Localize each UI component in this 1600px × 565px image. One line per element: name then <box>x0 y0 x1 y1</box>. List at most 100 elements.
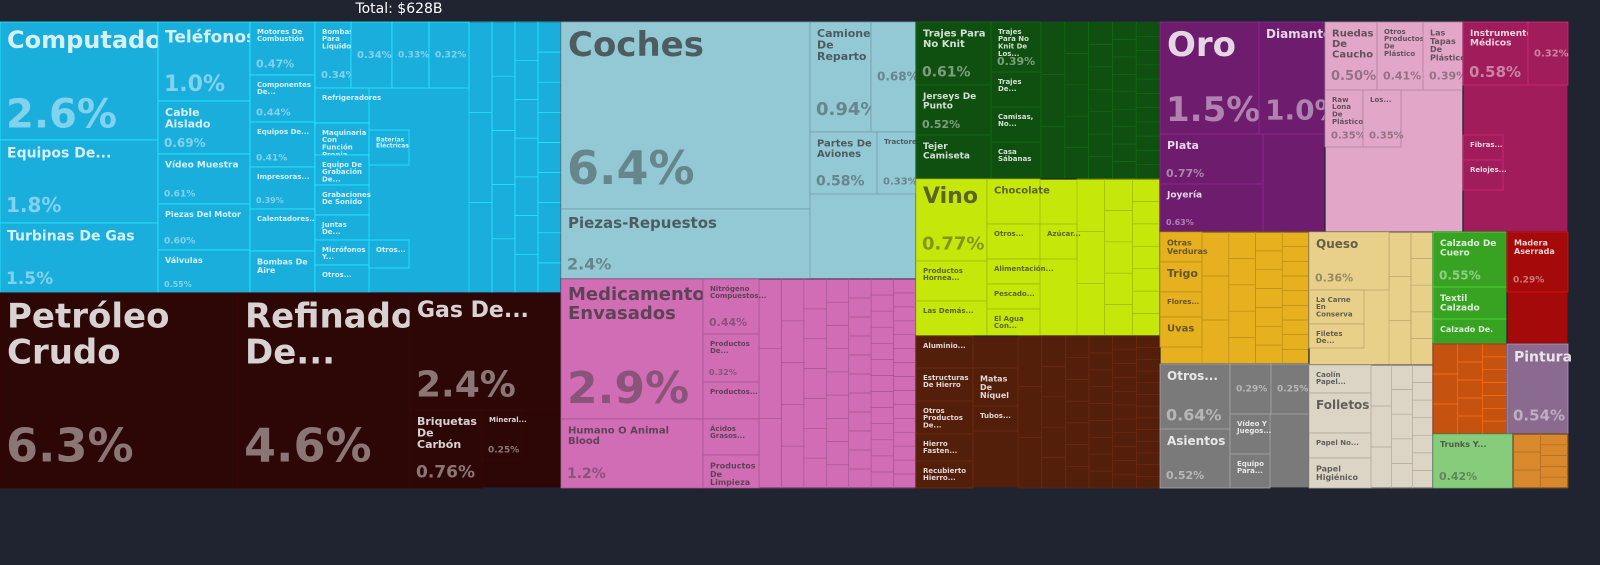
tile <box>249 21 316 76</box>
tile <box>1308 323 1365 349</box>
tile-label: Hierro Fasten... <box>923 440 957 455</box>
tile <box>1462 159 1504 191</box>
chart-title: Total: $628B <box>354 1 442 17</box>
tile-value: 0.33% <box>398 51 429 61</box>
tile-label: Tejer Camiseta <box>923 141 970 160</box>
tile <box>157 21 251 102</box>
tile <box>915 367 974 402</box>
tile-label: Trigo <box>1167 267 1198 280</box>
tile-label: Productos De Limpieza <box>710 461 758 487</box>
tile-label: Estructuras De Hierro <box>923 374 971 389</box>
tile-value: 2.9% <box>567 363 689 414</box>
tile-label: Relojes... <box>1470 166 1507 174</box>
tile-label: Productos De... <box>710 340 752 355</box>
tile-label: Medicamentos Envasados <box>568 284 722 324</box>
tile <box>368 129 410 166</box>
tile-label: Tractores <box>884 138 921 146</box>
tile-label: Las Tapas De Plástico <box>1430 28 1466 62</box>
tile-value: 0.39% <box>997 55 1035 68</box>
tile <box>1422 21 1464 91</box>
tile <box>1229 413 1271 455</box>
tile <box>1308 392 1372 434</box>
tile <box>560 21 811 210</box>
tile-label: Piezas-Repuestos <box>568 214 717 232</box>
tile-value: 0.94% <box>816 99 878 120</box>
tile <box>986 178 1041 225</box>
tile <box>1159 261 1203 293</box>
tile <box>1159 21 1260 135</box>
tile <box>249 166 316 210</box>
tile <box>1462 21 1529 86</box>
tile <box>1462 134 1504 161</box>
tile-value: 1.5% <box>1166 90 1260 130</box>
tile <box>0 139 159 224</box>
tile-label: Joyería <box>1166 190 1202 200</box>
tile-label: Queso <box>1316 237 1358 251</box>
tile-value: 0.41% <box>1383 69 1421 82</box>
tile <box>368 239 410 269</box>
tile-label: Otros... <box>376 246 406 254</box>
tile <box>314 239 370 266</box>
tile-label: Folletos <box>1316 398 1369 412</box>
tile <box>702 454 760 489</box>
tile <box>876 131 917 195</box>
tile <box>314 122 370 156</box>
tile <box>1229 363 1272 415</box>
tile-label: Juntas De... <box>321 221 349 236</box>
tile <box>1432 318 1508 345</box>
tile <box>314 184 370 216</box>
tile-label: Refrigeradores <box>322 94 381 102</box>
tile-label: Filetes De... <box>1316 330 1345 345</box>
tile-value: 0.58% <box>816 174 865 190</box>
tile-value: 0.35% <box>1331 131 1366 142</box>
tile <box>702 278 760 335</box>
tile-value: 0.25% <box>488 446 519 456</box>
tile <box>990 21 1042 73</box>
tile <box>249 208 316 252</box>
tile <box>915 178 988 262</box>
tile-label: Otras Verduras <box>1167 238 1208 255</box>
tile <box>314 87 370 124</box>
tile-value: 0.63% <box>1166 218 1194 227</box>
tile <box>249 250 316 294</box>
tile-value: 0.33% <box>883 177 918 188</box>
tile <box>350 21 393 89</box>
tile-value: 0.61% <box>164 190 195 200</box>
tile-label: Alimentación... <box>994 265 1054 273</box>
tile <box>560 208 811 280</box>
tile <box>1229 453 1271 489</box>
tile-label: Raw Lona De Plástico <box>1332 96 1363 126</box>
tile-value: 0.39% <box>1429 69 1467 82</box>
tile-label: Instrumentos Médicos <box>1470 28 1541 47</box>
tile <box>157 100 251 155</box>
tile-label: Madera Aserrada <box>1514 238 1555 255</box>
tile-value: 2.4% <box>416 365 516 406</box>
tile <box>314 264 370 294</box>
tile-value: 1.8% <box>6 193 61 217</box>
tile-value: 6.3% <box>6 419 134 473</box>
tile <box>1039 223 1078 260</box>
tile-value: 0.36% <box>1315 271 1353 284</box>
tile-value: 0.52% <box>922 118 960 131</box>
filler-cell <box>1540 476 1569 489</box>
tile-label: Motores De Combustión <box>257 28 305 43</box>
tile <box>1308 231 1390 291</box>
tile-value: 0.77% <box>1166 167 1204 180</box>
tile-value: 2.6% <box>6 91 117 137</box>
tile-label: Azúcar... <box>1047 230 1081 238</box>
tile-value: 2.4% <box>567 255 611 274</box>
tile <box>990 106 1042 143</box>
tile-label: Mineral... <box>489 416 527 424</box>
tile-label: Caolín Papel... <box>1316 371 1346 386</box>
tile-label: Equipos De... <box>7 146 111 162</box>
tile-label: Oro <box>1167 25 1236 65</box>
tile <box>915 460 974 489</box>
tile-value: 6.4% <box>567 141 695 195</box>
tile <box>915 21 992 86</box>
tile-label: Textil Calzado <box>1440 293 1480 312</box>
tile <box>157 249 251 294</box>
tile-value: 0.29% <box>1513 276 1544 286</box>
tile <box>1159 316 1203 348</box>
tile-value: 0.44% <box>256 108 291 119</box>
